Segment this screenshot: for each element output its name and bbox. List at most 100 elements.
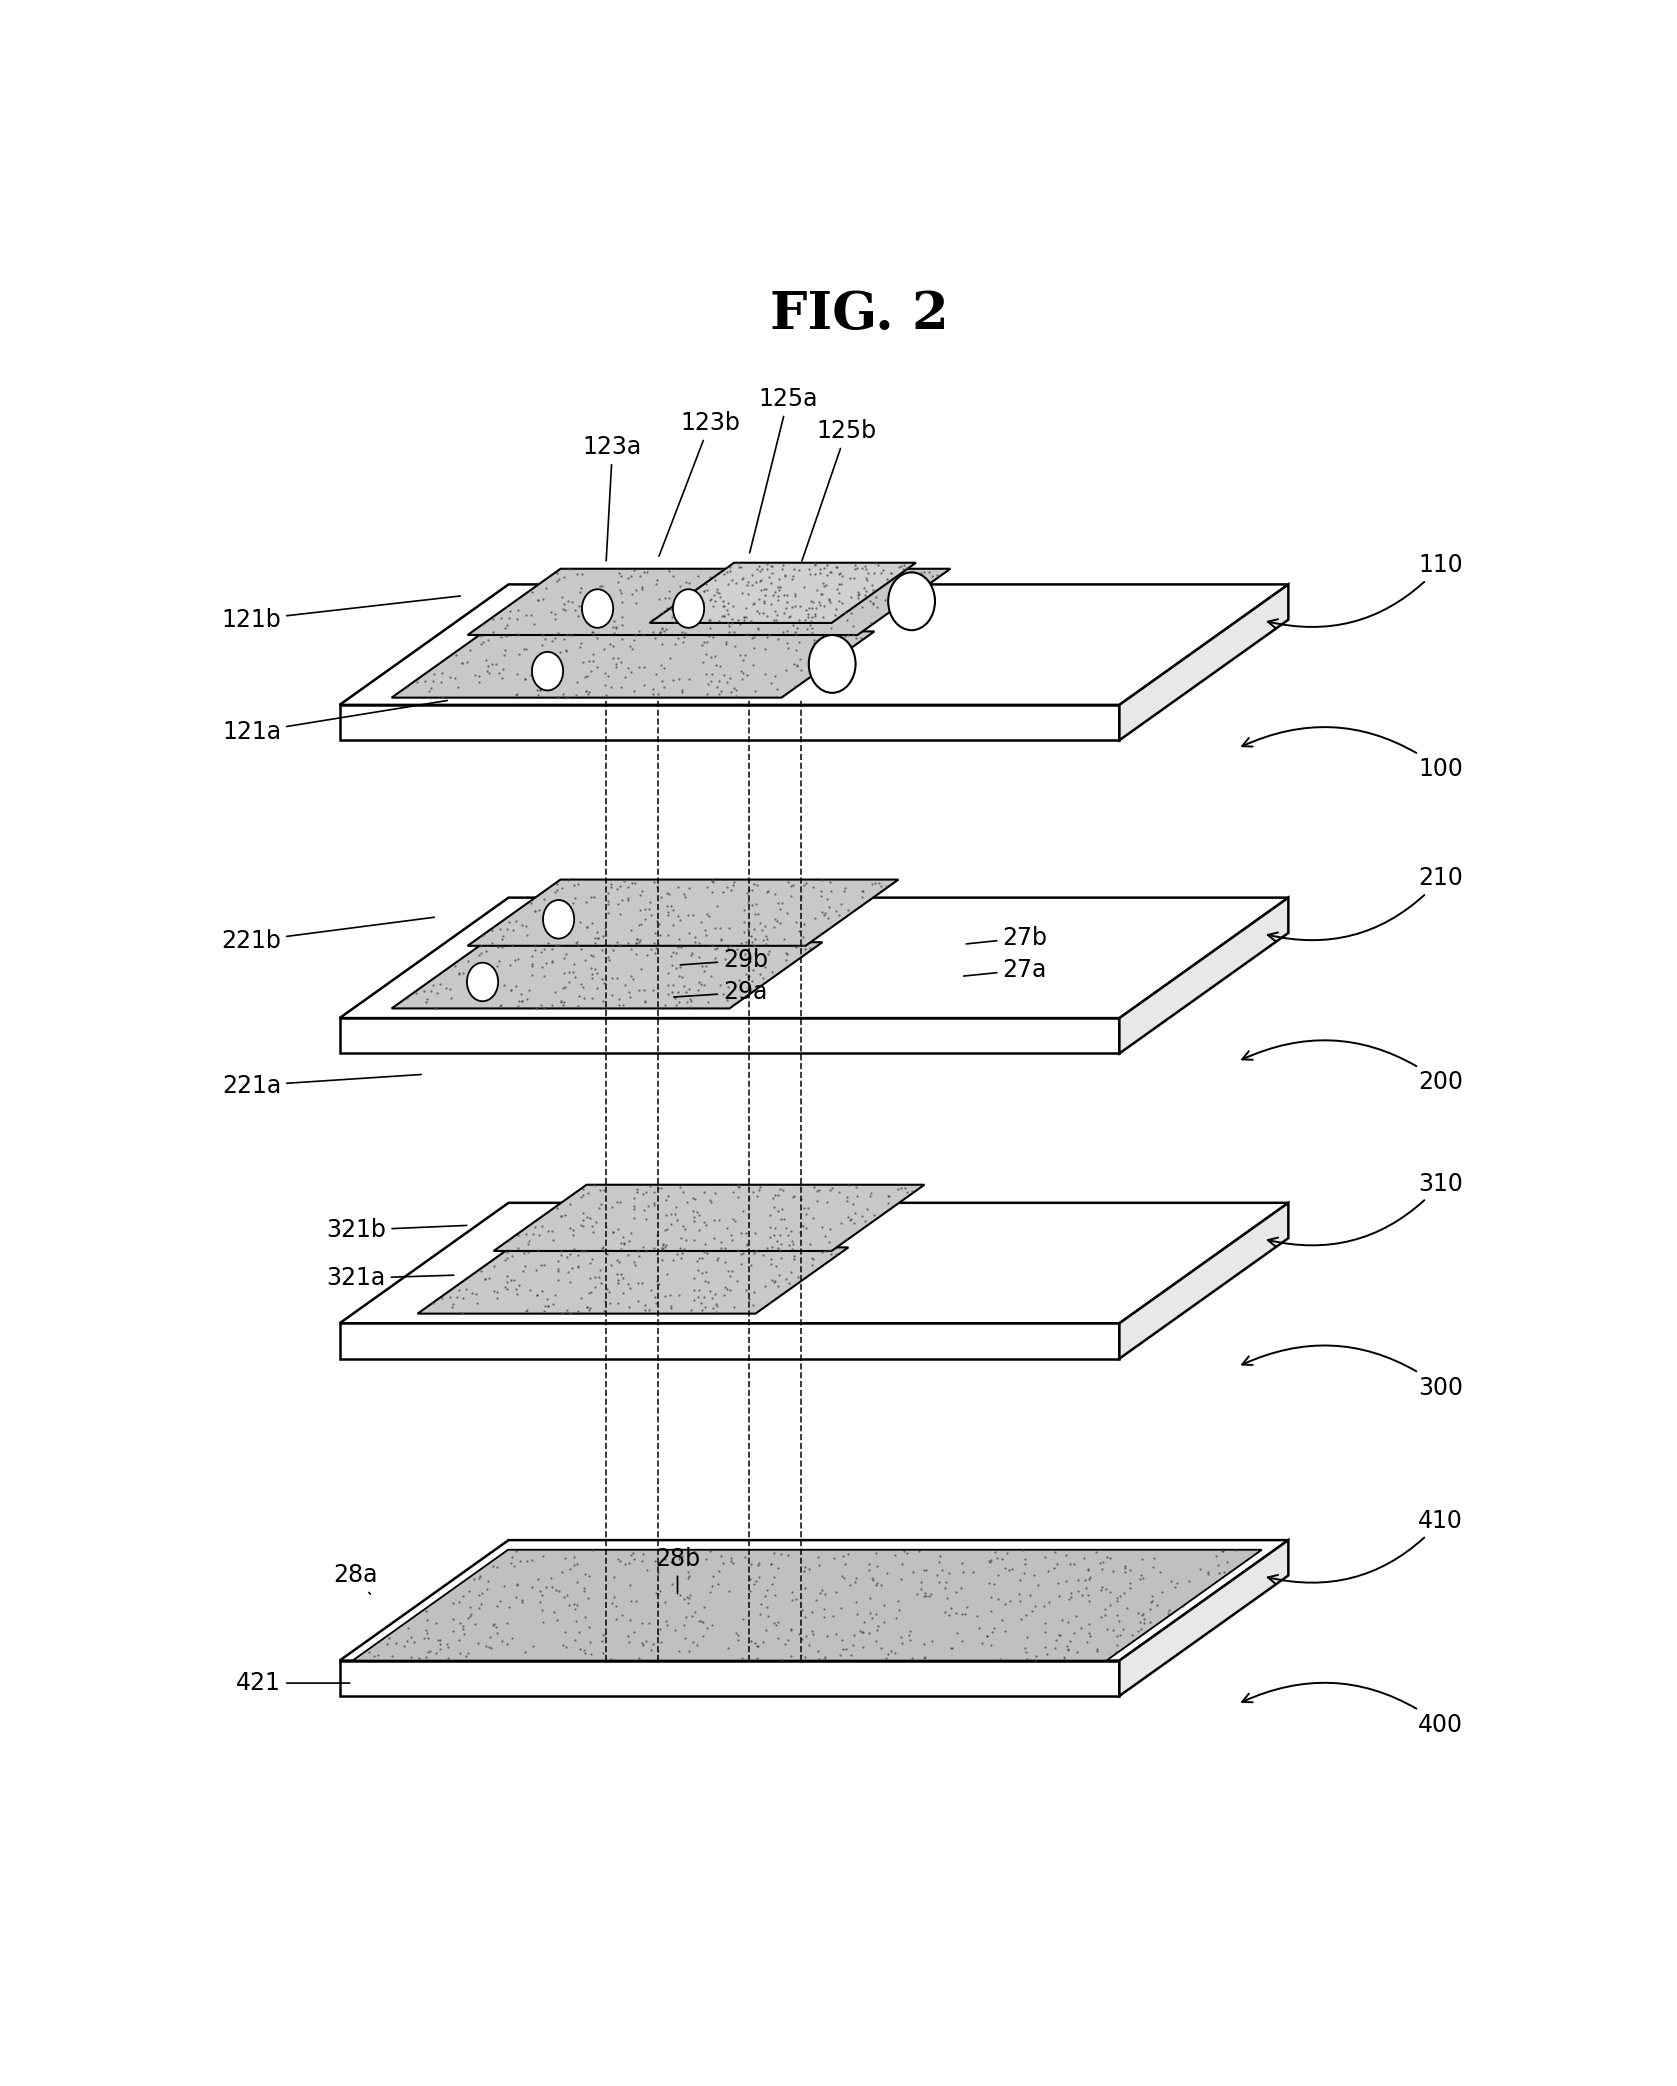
Point xyxy=(726,638,753,672)
Point xyxy=(614,882,641,916)
Point xyxy=(723,567,750,601)
Point xyxy=(825,899,852,932)
Point xyxy=(644,1577,671,1610)
Point xyxy=(545,1252,572,1285)
Polygon shape xyxy=(468,569,951,634)
Point xyxy=(790,1191,817,1224)
Point xyxy=(838,597,865,630)
Point xyxy=(475,649,501,682)
Point xyxy=(768,1537,795,1571)
Point xyxy=(604,926,631,960)
Point xyxy=(830,874,857,907)
Point xyxy=(698,665,724,699)
Point xyxy=(1103,1598,1130,1631)
Point xyxy=(748,574,775,607)
Point xyxy=(669,1237,696,1270)
Point xyxy=(617,1270,644,1304)
Point xyxy=(693,918,719,951)
Point xyxy=(669,674,696,707)
Point xyxy=(743,1629,770,1663)
Point xyxy=(798,1615,825,1648)
Point xyxy=(575,1610,602,1644)
Point xyxy=(1010,1533,1036,1567)
Point xyxy=(761,878,788,912)
Point xyxy=(701,1277,728,1310)
Point xyxy=(657,1546,684,1579)
Point xyxy=(654,955,681,989)
Point xyxy=(862,866,889,899)
Point xyxy=(728,926,755,960)
Text: 121b: 121b xyxy=(221,597,459,632)
Point xyxy=(884,1172,911,1206)
Point xyxy=(530,1606,557,1640)
Point xyxy=(729,645,756,678)
Point xyxy=(792,569,818,603)
Point xyxy=(830,557,857,590)
Point xyxy=(528,1579,555,1612)
Point xyxy=(778,1612,805,1646)
Point xyxy=(498,1264,525,1297)
Point xyxy=(652,1197,679,1231)
Point xyxy=(441,661,468,695)
Point xyxy=(553,680,580,713)
Point xyxy=(778,878,805,912)
Circle shape xyxy=(582,588,614,628)
Point xyxy=(911,555,937,588)
Point xyxy=(788,563,815,597)
Point xyxy=(795,601,822,634)
Point xyxy=(575,1558,602,1592)
Point xyxy=(629,1606,656,1640)
Point xyxy=(750,922,776,955)
Point xyxy=(657,1291,684,1325)
Point xyxy=(597,628,624,661)
Point xyxy=(666,1279,693,1312)
Point xyxy=(565,1237,592,1270)
Text: 123a: 123a xyxy=(584,436,642,561)
Point xyxy=(691,955,718,989)
Point xyxy=(1058,1581,1085,1615)
Point xyxy=(416,674,443,707)
Point xyxy=(649,1227,676,1260)
Point xyxy=(1088,1573,1115,1606)
Point xyxy=(780,1179,807,1212)
Point xyxy=(1040,1552,1067,1585)
Point xyxy=(438,980,465,1014)
Point xyxy=(817,567,844,601)
Point xyxy=(449,1608,476,1642)
Point xyxy=(617,1216,644,1250)
Point xyxy=(666,949,693,983)
Point xyxy=(842,1195,869,1229)
Point xyxy=(542,640,569,674)
Point xyxy=(708,1539,735,1573)
Point xyxy=(978,1546,1005,1579)
Point xyxy=(473,655,500,688)
Point xyxy=(981,1535,1008,1569)
Point xyxy=(402,665,429,699)
Point xyxy=(776,1266,803,1300)
Point xyxy=(495,1606,522,1640)
Point xyxy=(803,1583,830,1617)
Point xyxy=(1031,1615,1058,1648)
Point xyxy=(620,1537,647,1571)
Point xyxy=(511,1635,538,1669)
Point xyxy=(936,1556,963,1590)
Point xyxy=(652,613,679,647)
Point xyxy=(912,1579,939,1612)
Point xyxy=(485,930,511,964)
Point xyxy=(800,1617,827,1650)
Point xyxy=(761,1266,788,1300)
Point xyxy=(973,1619,999,1652)
Point xyxy=(771,1627,798,1660)
Point xyxy=(577,1247,604,1281)
Point xyxy=(911,1554,937,1587)
Point xyxy=(771,922,798,955)
Point xyxy=(959,1554,986,1587)
Point xyxy=(698,640,724,674)
Point xyxy=(584,651,610,684)
Point xyxy=(560,1539,587,1573)
Point xyxy=(926,1567,953,1600)
Point xyxy=(543,1604,570,1638)
Point xyxy=(446,957,473,991)
Point xyxy=(1117,1554,1144,1587)
Point xyxy=(765,1193,792,1227)
